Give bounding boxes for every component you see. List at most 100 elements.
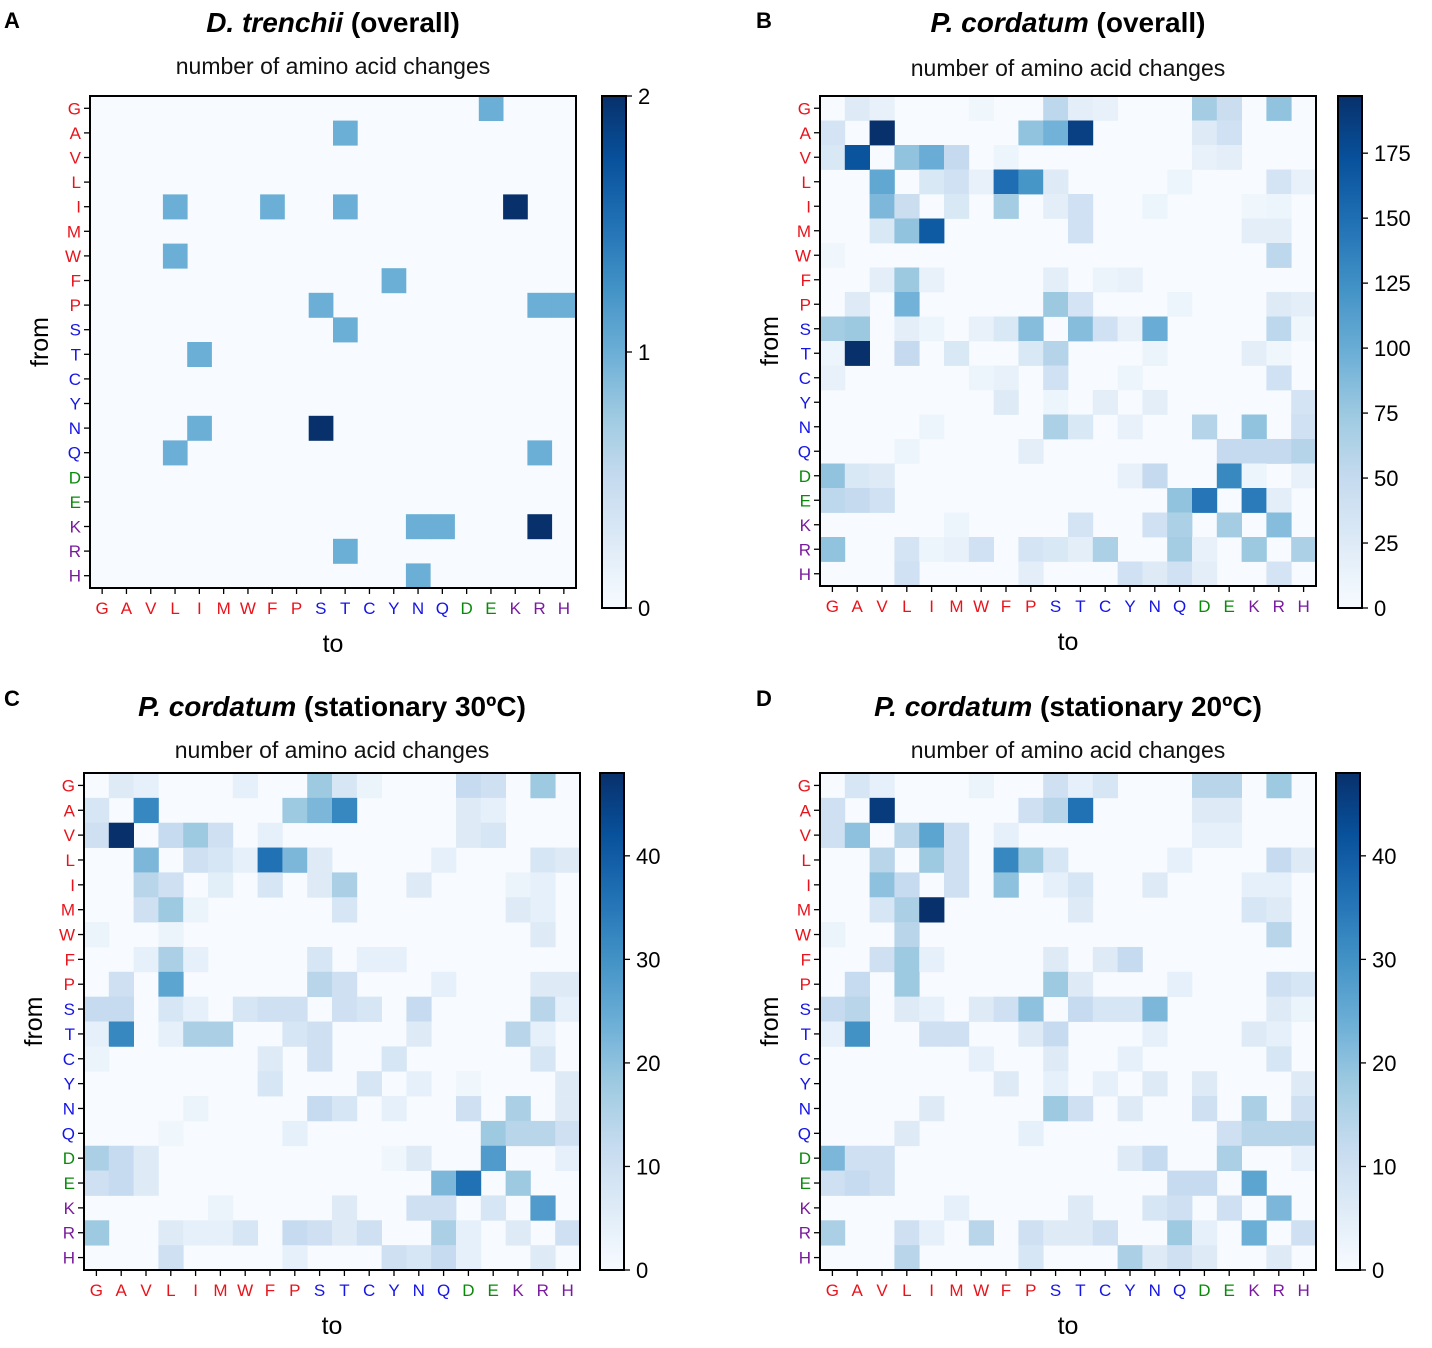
heatmap-cell xyxy=(1043,267,1069,293)
heatmap-cell xyxy=(530,922,556,948)
y-tick-label: D xyxy=(69,468,81,487)
heatmap-cell xyxy=(1291,996,1317,1022)
heatmap-cell xyxy=(260,194,285,220)
heatmap-cell xyxy=(307,872,333,898)
heatmap-cell xyxy=(208,1195,234,1221)
x-tick-label: N xyxy=(413,1281,425,1300)
y-tick-label: G xyxy=(798,776,811,795)
heatmap-cell xyxy=(1291,292,1317,317)
heatmap-cell xyxy=(257,872,283,898)
colorbar-tick-label: 2 xyxy=(638,84,650,109)
heatmap-cell xyxy=(1068,537,1094,562)
heatmap-cell xyxy=(1068,218,1094,244)
colorbar-tick-label: 1 xyxy=(638,340,650,365)
heatmap-cell xyxy=(820,463,846,489)
y-tick-label: H xyxy=(69,567,81,586)
heatmap-frame xyxy=(819,95,1317,587)
heatmap-cell xyxy=(187,415,212,441)
y-tick-label: M xyxy=(61,901,75,920)
panel-title: D. trenchii (overall) xyxy=(206,7,460,38)
colorbar-tick-label: 30 xyxy=(1372,947,1396,972)
heatmap-cell xyxy=(158,897,184,923)
y-tick-label: Q xyxy=(68,444,81,463)
heatmap-cell xyxy=(1068,1096,1094,1122)
heatmap-cell xyxy=(381,1096,407,1122)
heatmap-cell xyxy=(1192,1220,1218,1246)
y-tick-label: N xyxy=(63,1099,75,1118)
heatmap-cell xyxy=(1167,847,1193,873)
heatmap-cell xyxy=(944,512,970,538)
heatmap-cell xyxy=(505,872,531,898)
heatmap-cell xyxy=(456,1071,482,1097)
heatmap-cell xyxy=(1068,996,1094,1022)
x-tick-label: M xyxy=(949,1281,963,1300)
heatmap-cell xyxy=(944,1195,970,1221)
x-tick-label: Y xyxy=(1124,597,1135,616)
heatmap-cell xyxy=(1043,971,1069,998)
panel-b: B P. cordatum (overall) number of amino ac… xyxy=(756,7,1411,656)
heatmap-cell xyxy=(431,847,457,873)
heatmap-cell xyxy=(894,267,920,293)
y-tick-label: T xyxy=(65,1025,75,1044)
heatmap-cell xyxy=(84,797,110,824)
heatmap-cell xyxy=(480,822,506,848)
heatmap-cell xyxy=(1043,1021,1069,1047)
heatmap-cell xyxy=(232,1220,258,1246)
heatmap-cell xyxy=(1291,414,1317,440)
y-tick-label: E xyxy=(70,493,81,512)
x-tick-label: Q xyxy=(437,1281,450,1300)
heatmap-cell xyxy=(1167,1220,1193,1246)
y-tick-label: C xyxy=(69,370,81,389)
heatmap-cell xyxy=(1142,341,1168,366)
x-tick-label: A xyxy=(116,1281,128,1300)
colorbar-tick-label: 0 xyxy=(1374,596,1386,621)
heatmap-cell xyxy=(968,316,994,342)
heatmap-cell xyxy=(282,1245,308,1271)
x-tick-label: Q xyxy=(1173,597,1186,616)
heatmap-cell xyxy=(820,488,846,513)
heatmap-cell xyxy=(1092,1071,1118,1097)
heatmap-cell xyxy=(944,872,970,898)
heatmap-cell xyxy=(820,120,846,146)
colorbar xyxy=(601,95,627,609)
heatmap-cell xyxy=(1142,316,1168,342)
heatmap-cell xyxy=(158,822,184,848)
y-tick-label: K xyxy=(800,1199,812,1218)
heatmap-cell xyxy=(844,96,870,121)
colorbar-tick-label: 75 xyxy=(1374,401,1398,426)
heatmap-cell xyxy=(456,1245,482,1271)
heatmap-cell xyxy=(869,847,895,873)
x-tick-label: D xyxy=(461,599,473,618)
y-tick-label: M xyxy=(797,222,811,241)
heatmap-cell xyxy=(1068,96,1094,121)
heatmap-cell xyxy=(133,847,159,873)
heatmap-cell xyxy=(894,292,920,317)
heatmap-cell xyxy=(1241,1021,1267,1047)
heatmap-cell xyxy=(1167,537,1193,562)
heatmap-cell xyxy=(527,440,553,466)
heatmap-cell xyxy=(84,1021,110,1047)
y-tick-label: A xyxy=(800,801,812,820)
y-tick-label: Q xyxy=(62,1124,75,1143)
x-tick-label: C xyxy=(363,1281,375,1300)
heatmap-cell xyxy=(133,946,159,973)
heatmap-cell xyxy=(282,847,308,873)
y-tick-label: G xyxy=(62,776,75,795)
heatmap-cell xyxy=(1167,971,1193,998)
heatmap-cell xyxy=(968,169,994,195)
y-tick-label: N xyxy=(799,1099,811,1118)
colorbar-tick-label: 10 xyxy=(1372,1154,1396,1179)
heatmap-cell xyxy=(844,1170,870,1196)
y-tick-label: F xyxy=(801,950,811,969)
heatmap-cell xyxy=(332,996,358,1022)
colorbar-tick-label: 40 xyxy=(636,844,660,869)
heatmap-cell xyxy=(431,1245,457,1271)
colorbar-tick-label: 175 xyxy=(1374,141,1411,166)
panel-a: A D. trenchii (overall) number of amino ac… xyxy=(4,7,650,658)
y-tick-label: V xyxy=(800,826,812,845)
heatmap-cell xyxy=(919,145,945,170)
x-tick-label: K xyxy=(1248,597,1260,616)
heatmap-cell xyxy=(1117,316,1143,342)
heatmap-cell xyxy=(1167,561,1193,587)
